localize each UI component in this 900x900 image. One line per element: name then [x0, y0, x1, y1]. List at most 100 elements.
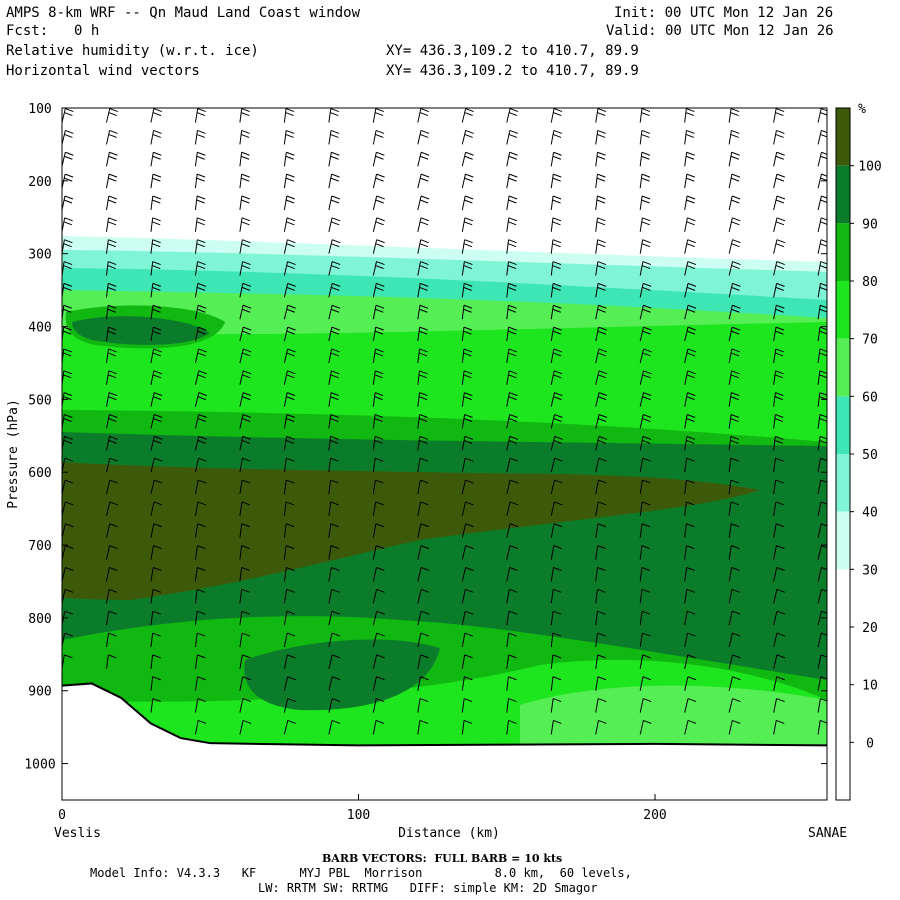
- wind-barb-feather: [198, 457, 207, 462]
- wind-barb-feather: [241, 217, 251, 222]
- wind-barb-feather: [63, 282, 73, 287]
- wind-barb-staff: [684, 414, 688, 429]
- wind-barb-feather: [241, 523, 250, 528]
- wind-barb-staff: [239, 348, 244, 364]
- rh-patch-lower-60: [520, 685, 827, 745]
- wind-barb-feather: [776, 676, 785, 681]
- wind-barb-feather: [730, 155, 740, 160]
- wind-barb-feather: [331, 632, 341, 637]
- wind-barb-feather: [508, 217, 518, 222]
- wind-barb-feather: [376, 698, 385, 703]
- wind-barb-staff: [372, 654, 378, 669]
- wind-barb-staff: [461, 305, 465, 320]
- wind-barb-feather: [775, 330, 784, 335]
- wind-barb-staff: [328, 348, 333, 364]
- wind-barb-staff: [417, 632, 422, 648]
- terrain-mask: [62, 683, 827, 800]
- wind-barb-staff: [105, 195, 110, 211]
- init-time: Init: 00 UTC Mon 12 Jan 26: [614, 5, 834, 21]
- wind-barb-feather: [643, 392, 652, 397]
- wind-barb-feather: [509, 129, 519, 134]
- wind-barb-feather: [509, 567, 518, 571]
- wind-barb-feather: [597, 523, 607, 528]
- wind-barb-staff: [817, 589, 822, 604]
- wind-barb-feather: [776, 588, 786, 593]
- wind-barb-staff: [595, 152, 599, 167]
- wind-barb-staff: [595, 130, 599, 145]
- wind-barb-staff: [372, 217, 378, 232]
- wind-barb-feather: [331, 567, 340, 571]
- wind-barb-feather: [331, 610, 341, 615]
- wind-barb-feather: [242, 261, 251, 266]
- wind-barb-staff: [461, 130, 467, 145]
- wind-barb-staff: [150, 327, 154, 342]
- wind-barb-feather: [687, 282, 697, 287]
- wind-barb-feather: [554, 501, 563, 506]
- wind-barb-staff: [461, 632, 466, 648]
- wind-barb-staff: [639, 108, 643, 123]
- wind-barb-feather: [820, 261, 827, 265]
- wind-barb-staff: [239, 392, 244, 407]
- wind-barb-staff: [194, 654, 198, 669]
- wind-barb-feather: [508, 133, 518, 138]
- wind-barb-feather: [196, 243, 205, 248]
- wind-barb-staff: [639, 501, 643, 516]
- wind-barb-feather: [463, 330, 472, 335]
- wind-barb-staff: [283, 283, 289, 298]
- wind-barb-feather: [508, 282, 517, 287]
- wind-barb-feather: [241, 112, 250, 117]
- barb-note: BARB VECTORS: FULL BARB = 10 kts: [322, 852, 563, 865]
- wind-barb-staff: [194, 698, 199, 713]
- wind-barb-staff: [105, 545, 111, 560]
- wind-barb-feather: [642, 457, 651, 462]
- wind-barb-staff: [773, 720, 777, 735]
- wind-barb-feather: [152, 352, 161, 357]
- wind-barb-feather: [63, 370, 73, 375]
- wind-barb-feather: [108, 133, 117, 138]
- wind-barb-staff: [595, 348, 600, 364]
- wind-barb-staff: [194, 392, 200, 407]
- wind-barb-feather: [65, 501, 74, 506]
- wind-barb-feather: [241, 632, 251, 637]
- wind-barb-staff: [817, 174, 822, 189]
- wind-barb-feather: [821, 151, 827, 155]
- wind-barb-feather: [109, 479, 119, 484]
- wind-barb-feather: [420, 588, 430, 593]
- colorbar-label: 40: [862, 506, 878, 521]
- wind-barb-staff: [372, 676, 377, 691]
- wind-barb-staff: [773, 108, 777, 123]
- wind-barb-staff: [550, 545, 555, 560]
- wind-barb-staff: [328, 589, 333, 604]
- y-tick-label: 400: [28, 321, 51, 336]
- colorbar-swatch: [836, 338, 850, 397]
- wind-barb-staff: [283, 611, 288, 626]
- wind-barb-feather: [63, 396, 72, 401]
- wind-barb-feather: [330, 392, 340, 397]
- wind-barb-staff: [239, 283, 244, 298]
- wind-barb-staff: [817, 720, 821, 735]
- wind-barb-feather: [63, 352, 72, 357]
- wind-barb-staff: [105, 108, 111, 123]
- wind-barb-feather: [374, 112, 384, 117]
- wind-barb-feather: [775, 199, 785, 204]
- wind-barb-staff: [817, 654, 822, 669]
- wind-barb-staff: [417, 108, 422, 123]
- wind-barb-feather: [509, 523, 519, 528]
- wind-barb-staff: [105, 174, 110, 189]
- wind-barb-staff: [62, 130, 66, 145]
- wind-barb-staff: [461, 370, 465, 385]
- wind-barb-feather: [196, 286, 206, 291]
- wind-barb-staff: [461, 698, 465, 713]
- wind-barb-staff: [817, 239, 822, 254]
- wind-barb-feather: [286, 632, 296, 637]
- wind-barb-staff: [639, 305, 644, 320]
- wind-barb-staff: [372, 108, 377, 123]
- wind-barb-staff: [194, 370, 200, 385]
- wind-barb-feather: [376, 261, 385, 266]
- wind-barb-feather: [196, 112, 206, 117]
- wind-barb-staff: [639, 589, 643, 604]
- wind-barb-staff: [595, 567, 599, 582]
- wind-barb-feather: [508, 348, 518, 353]
- wind-barb-feather: [596, 155, 606, 160]
- wind-barb-staff: [728, 676, 733, 691]
